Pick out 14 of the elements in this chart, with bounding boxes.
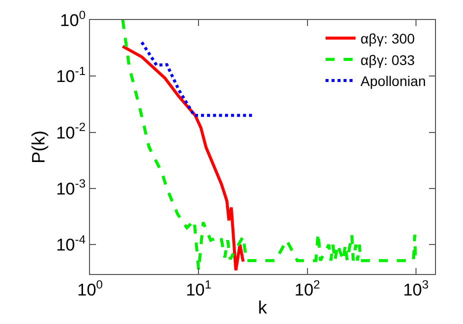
x-tick-label: 10$^{1}$ bbox=[186, 277, 212, 300]
y-tick-label: 10$^{-2}$ bbox=[56, 120, 86, 142]
y-tick-label: 10$^{-4}$ bbox=[56, 232, 86, 255]
legend-label: Apollonian bbox=[360, 73, 426, 89]
x-tick-label: 10$^{3}$ bbox=[403, 277, 430, 300]
y-axis-title: P(k) bbox=[28, 130, 48, 164]
legend-label: αβγ: 033 bbox=[360, 52, 416, 68]
y-tick-label: 10$^{-3}$ bbox=[56, 176, 86, 198]
x-tick-label: 10$^{0}$ bbox=[77, 277, 104, 300]
y-tick-label: 10$^{-1}$ bbox=[56, 64, 86, 86]
x-axis-title: k bbox=[258, 298, 268, 318]
y-tick-label: 10$^{0}$ bbox=[60, 8, 86, 30]
x-tick-label: 10$^{2}$ bbox=[294, 277, 320, 300]
legend-label: αβγ: 300 bbox=[360, 30, 416, 47]
